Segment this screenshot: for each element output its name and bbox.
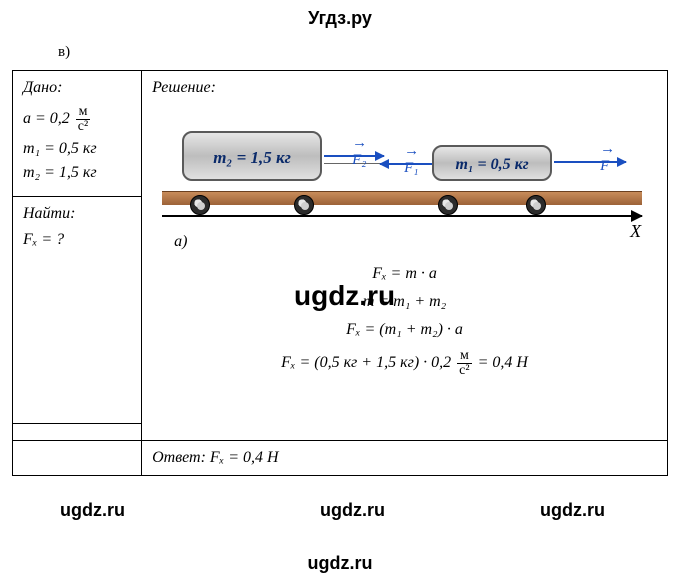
axis-label: X xyxy=(630,221,641,242)
eq-1: Fₓ = m · a xyxy=(152,265,657,283)
given-m1: m₁ = 0,5 кг xyxy=(23,140,131,158)
given-a-label: a = 0,2 xyxy=(23,110,70,127)
problem-table: Дано: a = 0,2 м с² m₁ = 0,5 кг m₂ = 1,5 … xyxy=(12,70,668,476)
diagram: X а) m₂ = 1,5 кг m₁ = 0,5 кг xyxy=(152,105,652,255)
force-label-f2: → F₂ xyxy=(352,135,367,169)
eq4-right: = 0,4 Н xyxy=(478,354,528,371)
solution-cell: Решение: X а) m₂ = 1,5 кг m₁ = 0,5 кг xyxy=(142,71,668,441)
unit-fraction: м с² xyxy=(457,349,471,378)
answer-cell: Ответ: Fₓ = 0,4 Н xyxy=(142,441,668,476)
equations: Fₓ = m · a m = m₁ + m₂ Fₓ = (m₁ + m₂) · … xyxy=(152,265,657,378)
given-cell: Дано: a = 0,2 м с² m₁ = 0,5 кг m₂ = 1,5 … xyxy=(13,71,142,197)
watermark: ugdz.ru xyxy=(320,500,385,521)
find-header: Найти: xyxy=(23,205,131,223)
unit-num: м xyxy=(76,105,90,120)
watermark: ugdz.ru xyxy=(540,500,605,521)
left-spacer xyxy=(13,424,142,441)
unit-fraction: м с² xyxy=(76,105,90,134)
force-f1-text: F₁ xyxy=(404,160,418,176)
vector-arrow-icon: → xyxy=(404,143,419,159)
answer-left-blank xyxy=(13,441,142,476)
unit-den: с² xyxy=(76,120,90,134)
force-label-f1: → F₁ xyxy=(404,143,419,177)
ground xyxy=(162,191,642,205)
force-f-text: F xyxy=(600,158,609,174)
variant-label: в) xyxy=(58,44,70,61)
cart-m1-body: m₁ = 0,5 кг xyxy=(432,145,552,181)
eq-4: Fₓ = (0,5 кг + 1,5 кг) · 0,2 м с² = 0,4 … xyxy=(152,349,657,378)
wheel-icon xyxy=(526,195,546,215)
diagram-sublabel: а) xyxy=(174,233,187,251)
given-m2: m₂ = 1,5 кг xyxy=(23,164,131,182)
answer-value: Fₓ = 0,4 Н xyxy=(210,449,279,466)
vector-arrow-icon: → xyxy=(600,141,615,157)
eq4-left: Fₓ = (0,5 кг + 1,5 кг) · 0,2 xyxy=(281,354,451,371)
unit-num: м xyxy=(457,349,471,364)
find-expr: Fₓ = ? xyxy=(23,231,131,249)
unit-den: с² xyxy=(457,364,471,378)
site-title: Угдз.ру xyxy=(0,0,680,29)
solution-header: Решение: xyxy=(152,79,657,97)
force-f2-text: F₂ xyxy=(352,152,366,168)
vector-arrow-icon: → xyxy=(352,135,367,151)
force-arrow-f xyxy=(554,161,626,163)
eq-3: Fₓ = (m₁ + m₂) · a xyxy=(152,321,657,339)
cart-m2: m₂ = 1,5 кг xyxy=(182,131,322,181)
wheel-icon xyxy=(438,195,458,215)
site-footer: ugdz.ru xyxy=(0,545,680,574)
answer-label: Ответ: xyxy=(152,449,206,466)
given-header: Дано: xyxy=(23,79,131,97)
cart-m1: m₁ = 0,5 кг xyxy=(432,145,552,181)
axis-arrow xyxy=(162,215,642,217)
wheel-icon xyxy=(190,195,210,215)
cart-m2-body: m₂ = 1,5 кг xyxy=(182,131,322,181)
watermark: ugdz.ru xyxy=(60,500,125,521)
find-cell: Найти: Fₓ = ? xyxy=(13,197,142,424)
eq-2: m = m₁ + m₂ xyxy=(152,293,657,311)
force-label-f: → F xyxy=(600,141,615,175)
given-a: a = 0,2 м с² xyxy=(23,105,131,134)
wheel-icon xyxy=(294,195,314,215)
